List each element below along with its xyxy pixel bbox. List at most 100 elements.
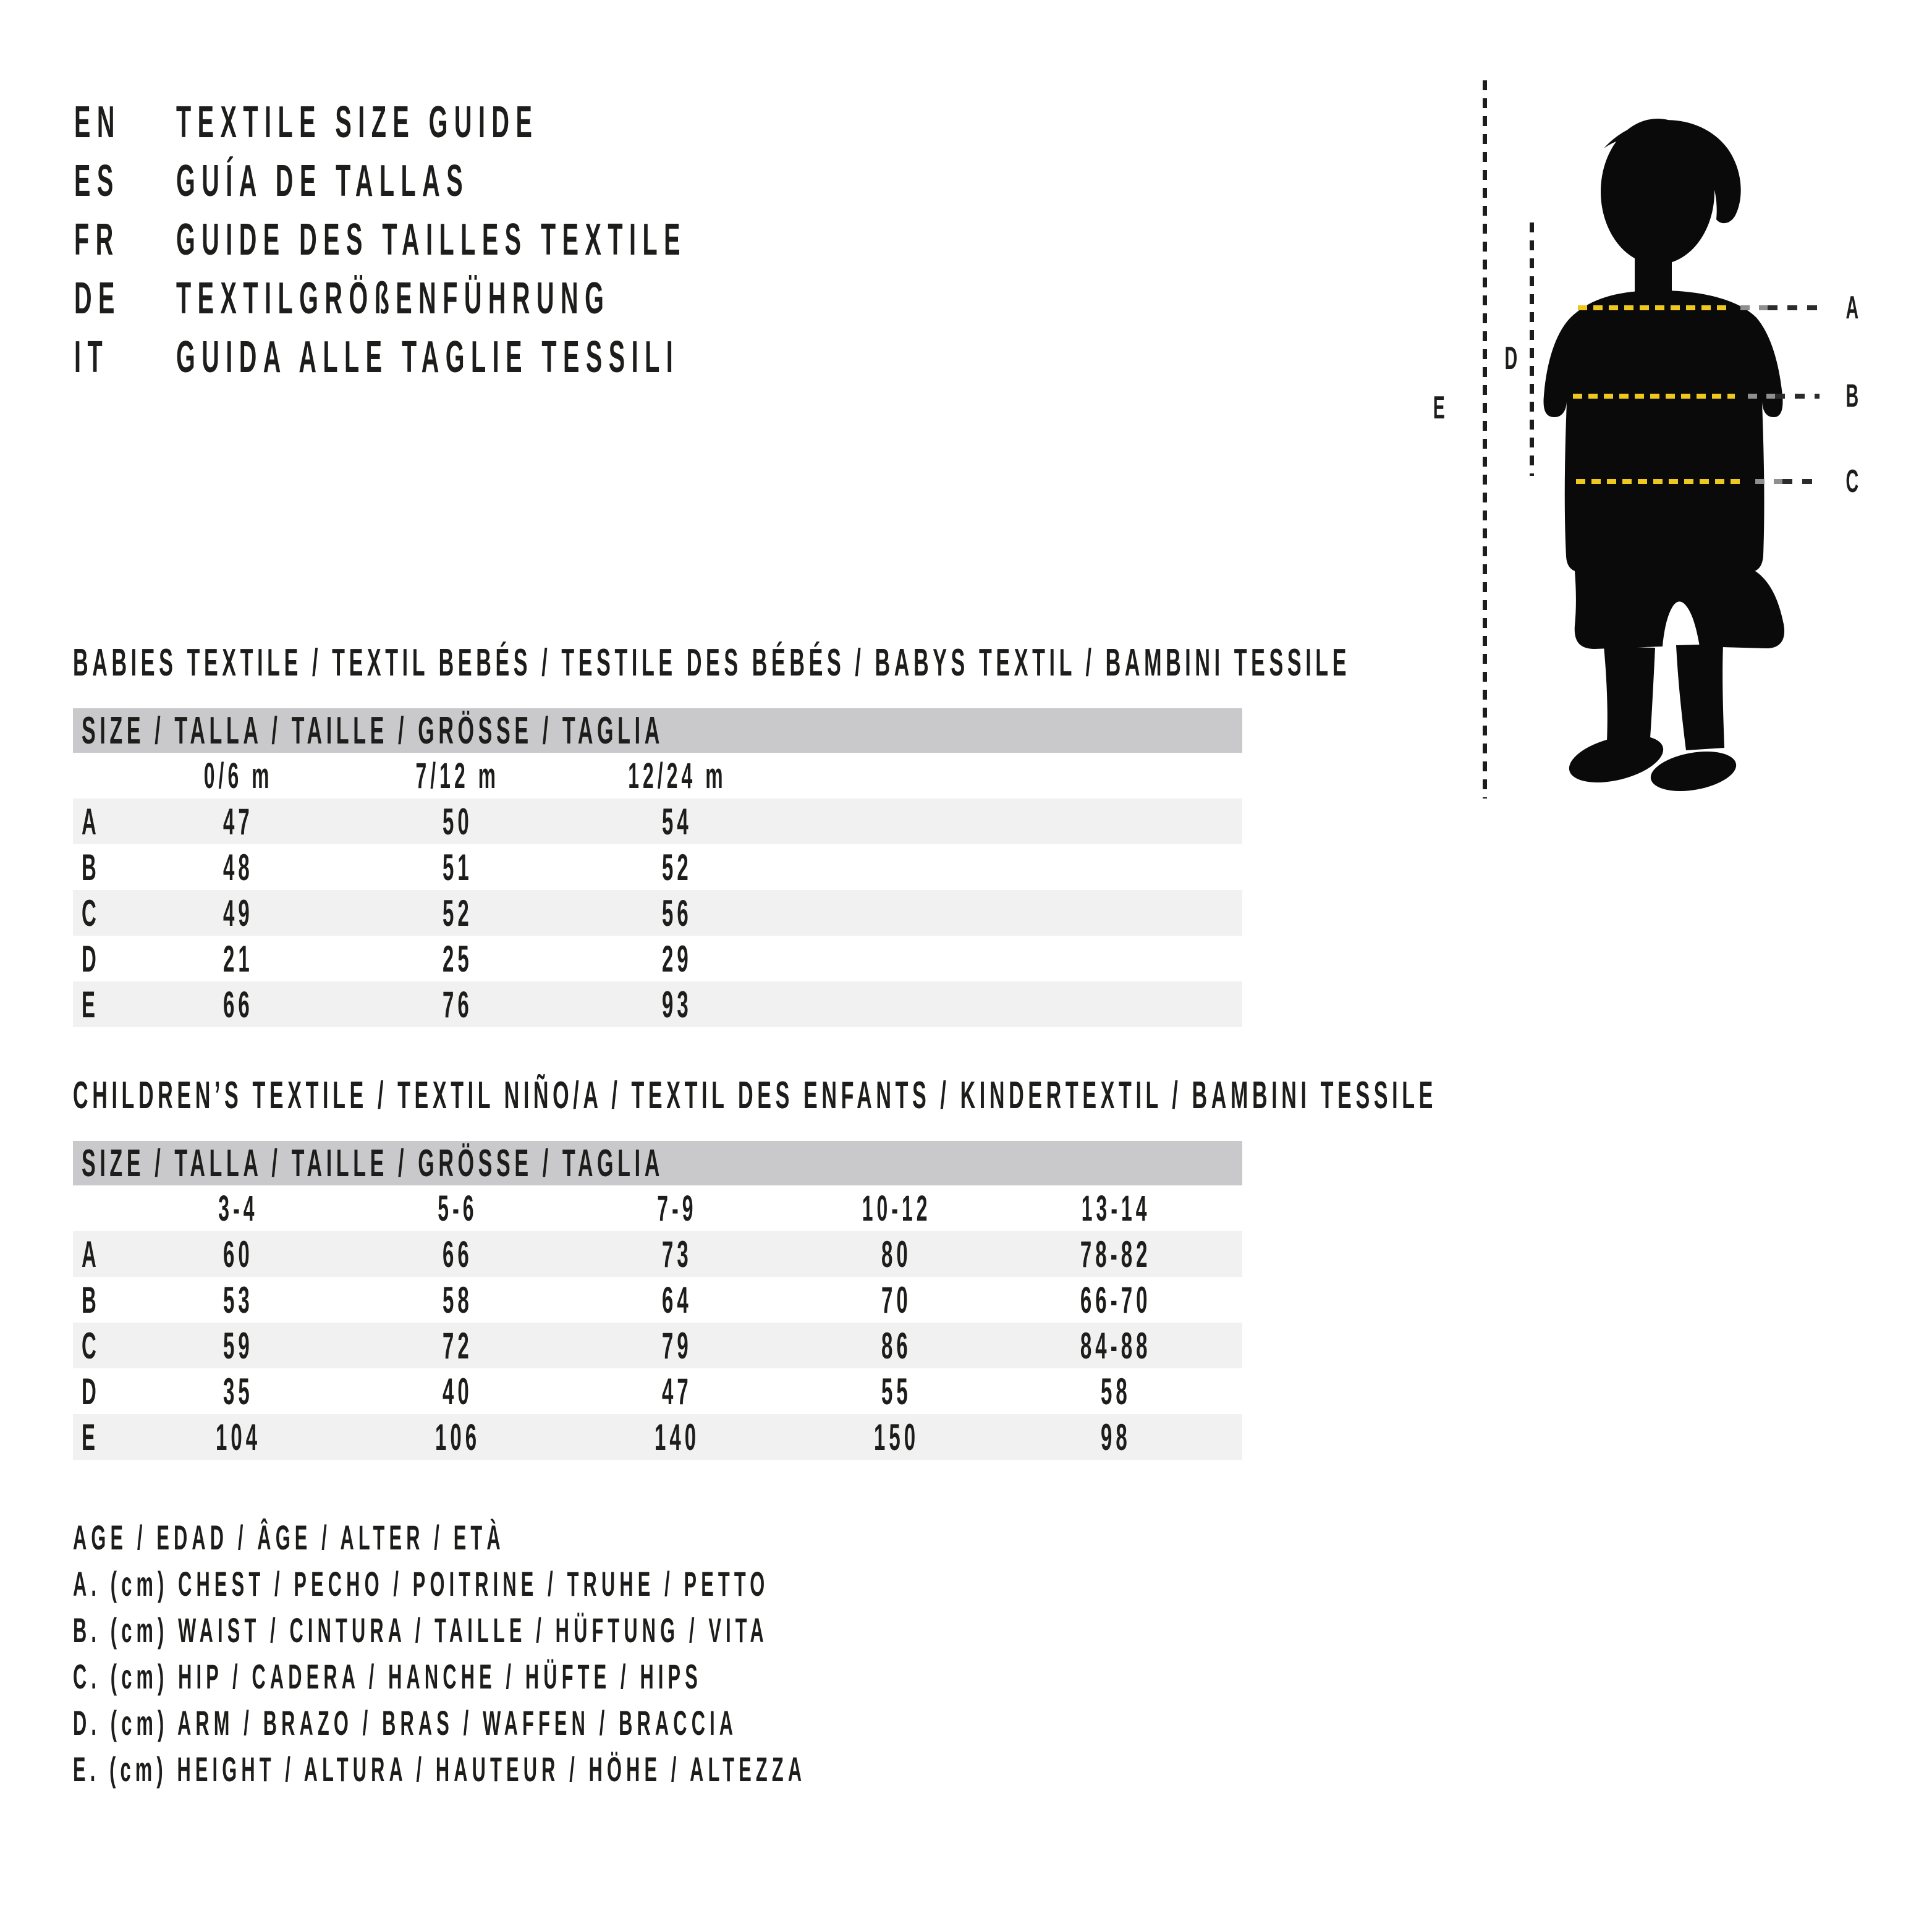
babies-column-header: 7/12 m <box>348 755 567 797</box>
table-cell-text: 50 <box>443 800 473 842</box>
language-row-fr: FR GUIDE DES TAILLES TEXTILE <box>74 210 1104 269</box>
table-cell: 66-70 <box>1006 1279 1226 1321</box>
babies-size-header-text: SIZE / TALLA / TAILLE / GRÖSSE / TAGLIA <box>82 709 664 752</box>
table-cell-text: 56 <box>662 892 692 934</box>
table-cell: 52 <box>567 846 787 889</box>
row-label: B <box>73 846 129 889</box>
row-label-text: E <box>82 983 100 1025</box>
measurement-legend: AGE / EDAD / ÂGE / ALTER / ETÀ A. (cm) C… <box>73 1514 1406 1792</box>
table-cell-text: 106 <box>434 1416 481 1458</box>
language-title-text: GUÍA DE TALLAS <box>176 156 470 206</box>
table-cell: 54 <box>567 800 787 843</box>
legend-line-chest: A. (cm) CHEST / PECHO / POITRINE / TRUHE… <box>73 1561 1406 1607</box>
table-cell-text: 60 <box>223 1233 253 1275</box>
children-column-header-text: 7-9 <box>657 1188 697 1229</box>
legend-line-height: E. (cm) HEIGHT / ALTURA / HAUTEUR / HÖHE… <box>73 1746 1406 1792</box>
table-cell-text: 51 <box>443 846 473 888</box>
children-column-header: 10-12 <box>787 1188 1006 1229</box>
hip-dash-lead <box>1782 479 1821 484</box>
babies-column-header-text: 0/6 m <box>203 755 273 796</box>
row-label-text: A <box>82 1233 100 1275</box>
language-title-text: GUIDE DES TAILLES TEXTILE <box>176 214 687 265</box>
table-cell: 72 <box>348 1324 567 1367</box>
child-silhouette-image <box>1543 119 1785 791</box>
language-code-text: FR <box>74 214 120 265</box>
table-cell: 76 <box>348 983 567 1026</box>
table-cell: 80 <box>787 1233 1006 1276</box>
children-size-header-bar: SIZE / TALLA / TAILLE / GRÖSSE / TAGLIA <box>73 1141 1242 1185</box>
table-cell: 78-82 <box>1006 1233 1226 1276</box>
table-cell-text: 140 <box>654 1416 700 1458</box>
table-cell-text: 70 <box>881 1279 912 1321</box>
children-column-header-text: 5-6 <box>438 1188 478 1229</box>
table-cell-text: 80 <box>881 1233 912 1275</box>
babies-section-heading-text: BABIES TEXTILE / TEXTIL BEBÉS / TESTILE … <box>73 642 1351 684</box>
babies-column-header-row: 0/6 m 7/12 m 12/24 m <box>73 753 1242 799</box>
table-cell-text: 76 <box>443 983 473 1025</box>
children-column-header-text: 13-14 <box>1081 1188 1151 1229</box>
hip-dash-fade <box>1755 479 1782 484</box>
children-size-table: SIZE / TALLA / TAILLE / GRÖSSE / TAGLIA … <box>73 1141 1242 1460</box>
table-row: C 59 72 79 86 84-88 <box>73 1323 1242 1368</box>
table-cell: 86 <box>787 1324 1006 1367</box>
row-label: B <box>73 1279 129 1321</box>
table-cell: 50 <box>348 800 567 843</box>
table-cell-text: 66-70 <box>1080 1279 1151 1321</box>
table-cell-text: 72 <box>443 1324 473 1366</box>
table-cell: 21 <box>129 938 348 980</box>
language-row-es: ES GUÍA DE TALLAS <box>74 151 1104 210</box>
table-cell: 51 <box>348 846 567 889</box>
arm-label-text: D <box>1504 341 1518 376</box>
arm-label: D <box>1489 342 1533 375</box>
children-section-heading-text: CHILDREN’S TEXTILE / TEXTIL NIÑO/A / TEX… <box>73 1074 1437 1117</box>
row-label-text: C <box>82 892 100 934</box>
table-cell: 106 <box>348 1416 567 1459</box>
babies-column-header: 12/24 m <box>567 755 787 797</box>
row-label: D <box>73 1370 129 1413</box>
waist-dash-line <box>1573 394 1735 399</box>
table-cell: 93 <box>567 983 787 1026</box>
chest-label: A <box>1831 292 1874 324</box>
table-cell-text: 25 <box>443 938 473 980</box>
waist-label-text: B <box>1845 378 1859 414</box>
table-cell-text: 47 <box>662 1370 692 1412</box>
table-cell-text: 98 <box>1101 1416 1131 1458</box>
row-label: E <box>73 1416 129 1459</box>
table-cell: 55 <box>787 1370 1006 1413</box>
children-column-header: 5-6 <box>348 1188 567 1229</box>
table-cell: 150 <box>787 1416 1006 1459</box>
table-cell-text: 53 <box>223 1279 253 1321</box>
table-cell-text: 47 <box>223 800 253 842</box>
table-cell-text: 104 <box>215 1416 261 1458</box>
hip-dash-line <box>1576 479 1744 484</box>
children-column-header-text: 10-12 <box>862 1188 931 1229</box>
height-measure-line <box>1483 80 1487 799</box>
legend-line-waist: B. (cm) WAIST / CINTURA / TAILLE / HÜFTU… <box>73 1607 1406 1653</box>
row-label: C <box>73 892 129 934</box>
table-cell-text: 79 <box>662 1324 692 1366</box>
table-cell: 98 <box>1006 1416 1226 1459</box>
chest-dash-lead <box>1768 305 1820 310</box>
language-title-text: TEXTILGRÖßENFÜHRUNG <box>176 273 611 323</box>
legend-line-arm: D. (cm) ARM / BRAZO / BRAS / WAFFEN / BR… <box>73 1700 1406 1746</box>
table-cell: 47 <box>129 800 348 843</box>
arm-measure-line <box>1530 222 1534 476</box>
table-cell-text: 93 <box>662 983 692 1025</box>
table-cell-text: 58 <box>443 1279 473 1321</box>
table-cell-text: 35 <box>223 1370 253 1412</box>
language-title: TEXTILE SIZE GUIDE <box>176 97 835 148</box>
height-label: E <box>1417 392 1460 424</box>
children-column-header: 13-14 <box>1006 1188 1226 1229</box>
table-cell: 73 <box>567 1233 787 1276</box>
table-cell-text: 52 <box>443 892 473 934</box>
table-cell-text: 49 <box>223 892 253 934</box>
table-cell: 84-88 <box>1006 1324 1226 1367</box>
row-label: A <box>73 1233 129 1276</box>
table-cell: 56 <box>567 892 787 934</box>
children-column-header-text: 3-4 <box>218 1188 258 1229</box>
babies-column-header: 0/6 m <box>129 755 348 797</box>
babies-column-header-text: 12/24 m <box>627 755 727 796</box>
row-label: E <box>73 983 129 1026</box>
table-cell-text: 78-82 <box>1080 1233 1151 1275</box>
